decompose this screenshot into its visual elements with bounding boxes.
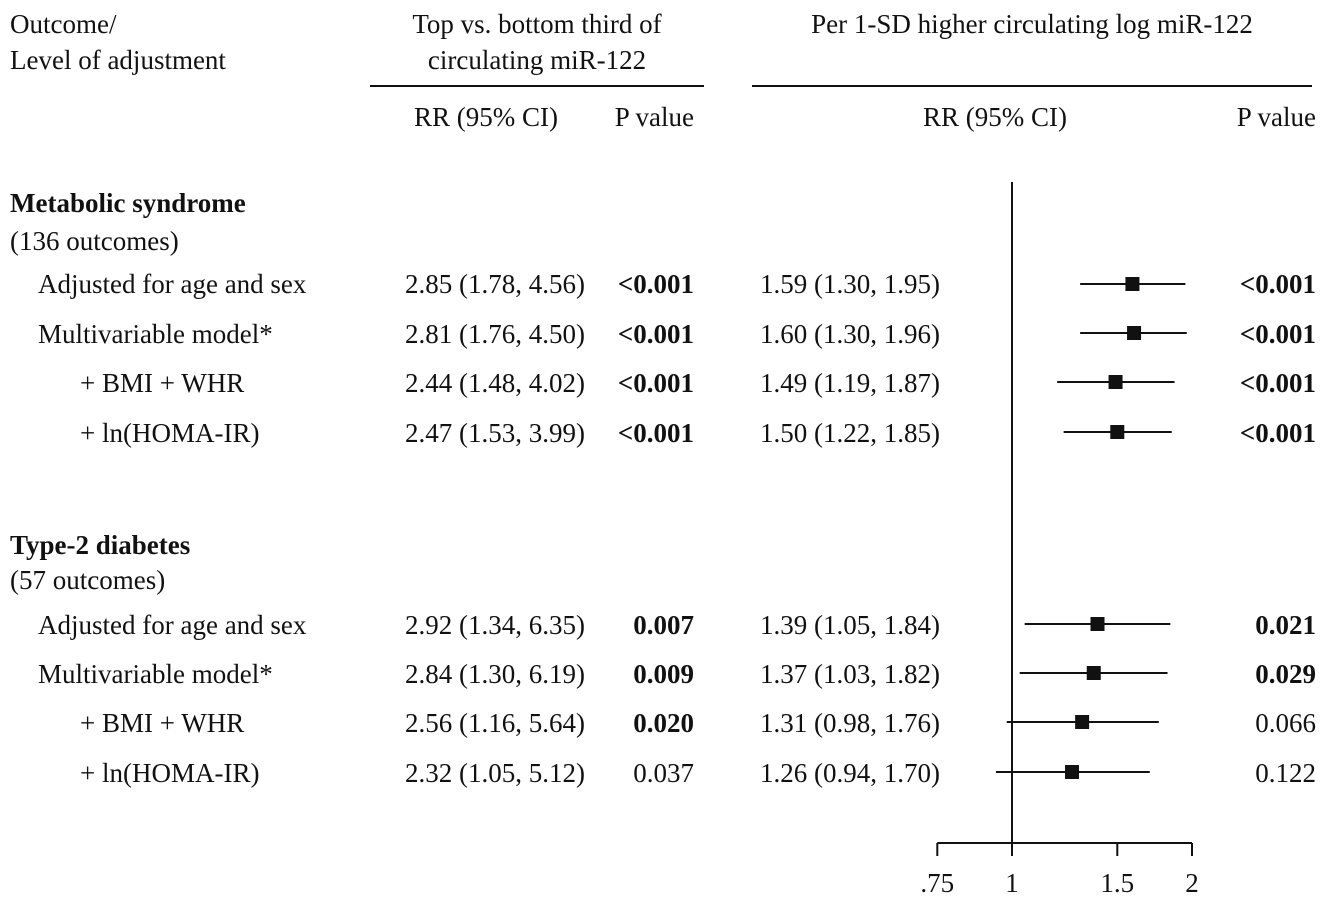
tertile-ci: 2.44 (1.48, 4.02): [405, 368, 585, 398]
tertile-p: 0.007: [633, 610, 694, 640]
sd-p: 0.021: [1255, 610, 1316, 640]
row-label: Adjusted for age and sex: [38, 269, 307, 299]
point-estimate: [1125, 277, 1140, 291]
tertile-p-header: P value: [614, 102, 694, 132]
row-label: + ln(HOMA-IR): [80, 418, 260, 448]
group-count-diabetes: (57 outcomes): [10, 565, 166, 595]
tertile-rr-header: RR (95% CI): [414, 102, 558, 132]
sd-ci: 1.31 (0.98, 1.76): [760, 708, 940, 738]
sd-p: <0.001: [1239, 418, 1316, 448]
row-label: + BMI + WHR: [80, 708, 245, 738]
tertile-ci: 2.85 (1.78, 4.56): [405, 269, 585, 299]
group-title-metabolic: Metabolic syndrome: [10, 188, 246, 218]
per-sd-header-rule: [752, 85, 1312, 87]
tertile-ci: 2.56 (1.16, 5.64): [405, 708, 585, 738]
sd-ci: 1.37 (1.03, 1.82): [760, 659, 940, 689]
per-sd-rr-header: RR (95% CI): [923, 102, 1067, 132]
tertile-p: 0.037: [633, 758, 694, 788]
tertile-ci: 2.81 (1.76, 4.50): [405, 319, 585, 349]
tertile-header-line2: circulating miR-122: [427, 45, 647, 75]
sd-ci: 1.60 (1.30, 1.96): [760, 319, 940, 349]
row-label: + BMI + WHR: [80, 368, 245, 398]
tertile-p: 0.009: [633, 659, 694, 689]
point-estimate: [1110, 425, 1125, 439]
point-estimate: [1065, 765, 1080, 779]
tertile-header-rule: [370, 85, 704, 87]
tertile-p: <0.001: [617, 368, 694, 398]
tertile-header-line1: Top vs. bottom third of: [412, 9, 662, 39]
tertile-p: <0.001: [617, 418, 694, 448]
sd-ci: 1.39 (1.05, 1.84): [760, 610, 940, 640]
row-label: Multivariable model*: [38, 659, 273, 689]
sd-ci: 1.59 (1.30, 1.95): [760, 269, 940, 299]
row-label: Multivariable model*: [38, 319, 273, 349]
sd-ci: 1.26 (0.94, 1.70): [760, 758, 940, 788]
tertile-p: 0.020: [633, 708, 694, 738]
x-tick-label: .75: [920, 868, 954, 897]
sd-p: 0.029: [1255, 659, 1316, 689]
point-estimate: [1075, 715, 1090, 729]
point-estimate: [1108, 375, 1123, 389]
per-sd-p-header: P value: [1236, 102, 1316, 132]
point-estimate: [1127, 326, 1142, 340]
x-tick-label: 1: [1005, 868, 1019, 897]
tertile-ci: 2.32 (1.05, 5.12): [405, 758, 585, 788]
x-tick-label: 1.5: [1100, 868, 1134, 897]
sd-p: 0.066: [1255, 708, 1316, 738]
group-count-metabolic: (136 outcomes): [10, 226, 179, 256]
tertile-ci: 2.47 (1.53, 3.99): [405, 418, 585, 448]
point-estimate: [1090, 617, 1105, 631]
outcome-header: Outcome/: [10, 9, 117, 39]
sd-ci: 1.50 (1.22, 1.85): [760, 418, 940, 448]
per-sd-header: Per 1-SD higher circulating log miR-122: [811, 9, 1253, 39]
sd-p: 0.122: [1255, 758, 1316, 788]
sd-p: <0.001: [1239, 319, 1316, 349]
sd-p: <0.001: [1239, 368, 1316, 398]
tertile-p: <0.001: [617, 319, 694, 349]
sd-p: <0.001: [1239, 269, 1316, 299]
sd-ci: 1.49 (1.19, 1.87): [760, 368, 940, 398]
row-label: + ln(HOMA-IR): [80, 758, 260, 788]
adjustment-header: Level of adjustment: [10, 45, 226, 75]
group-title-diabetes: Type-2 diabetes: [10, 530, 191, 560]
tertile-p: <0.001: [617, 269, 694, 299]
row-label: Adjusted for age and sex: [38, 610, 307, 640]
tertile-ci: 2.84 (1.30, 6.19): [405, 659, 585, 689]
x-tick-label: 2: [1185, 868, 1199, 897]
tertile-ci: 2.92 (1.34, 6.35): [405, 610, 585, 640]
point-estimate: [1086, 666, 1101, 680]
